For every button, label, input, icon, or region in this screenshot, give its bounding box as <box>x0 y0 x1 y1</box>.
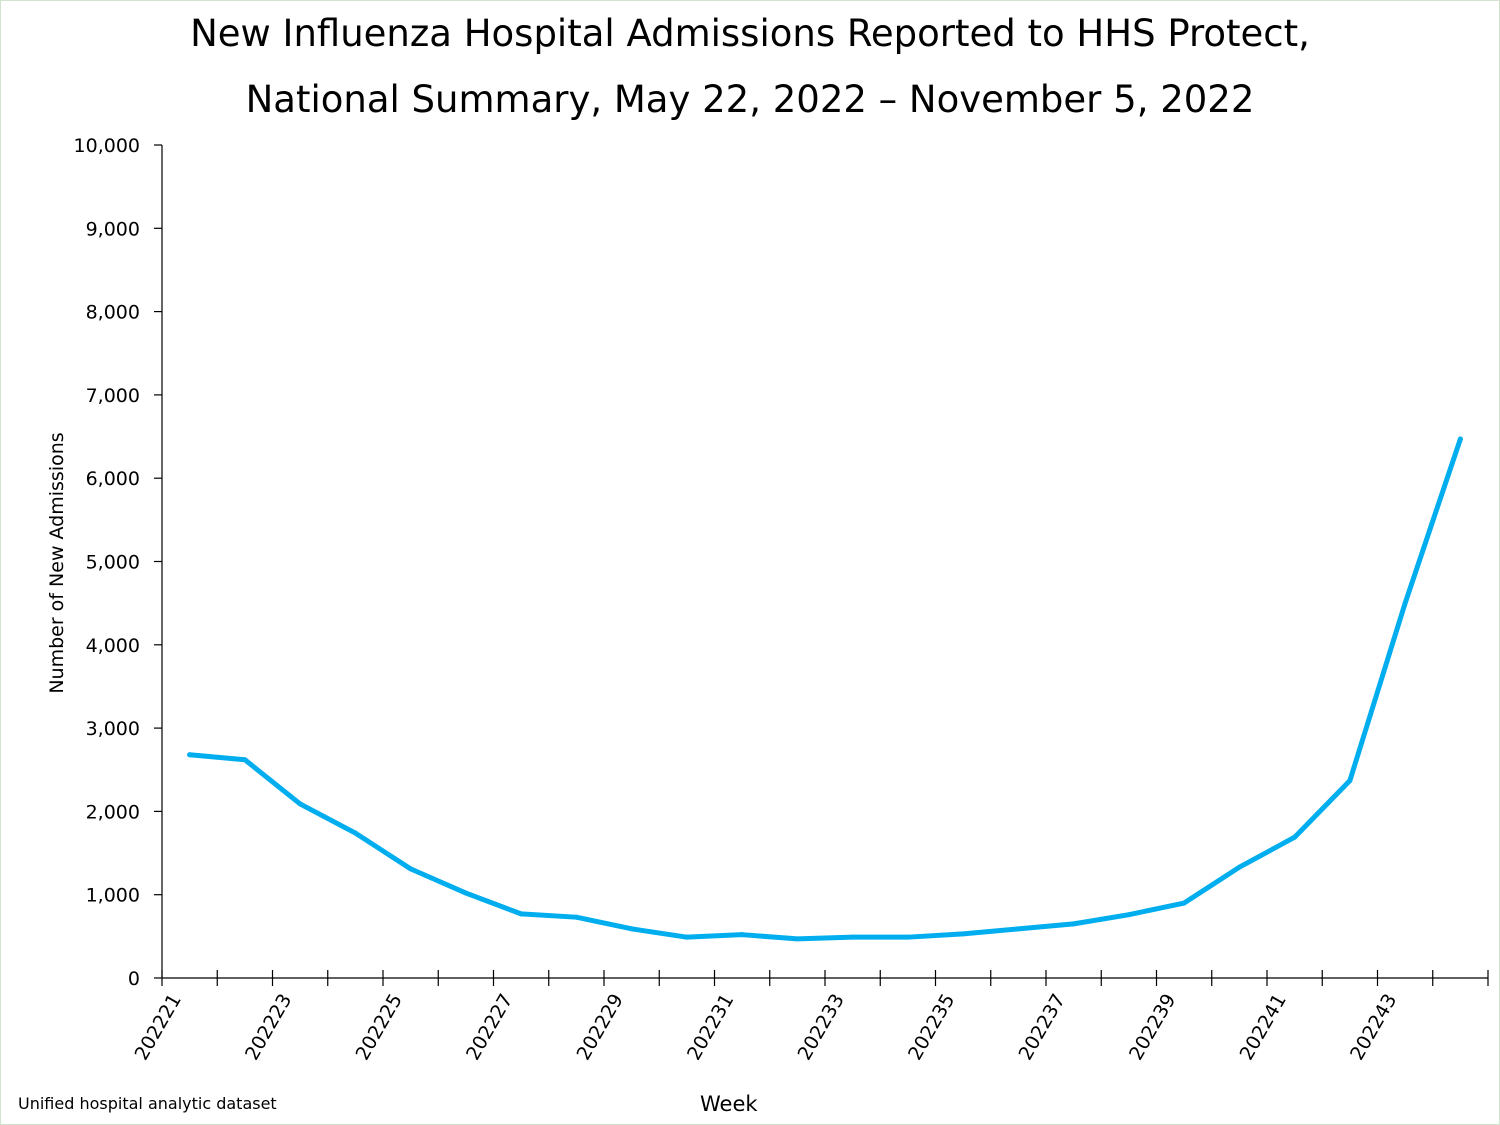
x-tick-label: 202241 <box>1236 990 1291 1064</box>
y-tick-label: 2,000 <box>86 801 140 823</box>
y-axis-label: Number of New Admissions <box>46 432 68 694</box>
x-tick-label: 202237 <box>1015 990 1070 1064</box>
data-point <box>352 830 358 836</box>
data-point <box>1126 912 1132 918</box>
data-point <box>1071 921 1077 927</box>
data-point <box>629 926 635 932</box>
chart-title: New Influenza Hospital Admissions Report… <box>190 12 1310 55</box>
data-point <box>518 911 524 917</box>
x-tick-label: 202225 <box>352 990 407 1064</box>
data-point <box>960 931 966 937</box>
data-point <box>408 866 414 872</box>
x-tick-label: 202239 <box>1125 990 1180 1064</box>
data-point <box>573 914 579 920</box>
data-point <box>850 934 856 940</box>
x-tick-label: 202231 <box>683 990 738 1064</box>
x-tick-label: 202233 <box>794 990 849 1064</box>
y-tick-label: 1,000 <box>86 885 140 907</box>
data-point <box>794 936 800 942</box>
data-point <box>1347 778 1353 784</box>
x-tick-label: 202243 <box>1346 990 1401 1064</box>
x-tick-label: 202235 <box>904 990 959 1064</box>
data-point <box>905 934 911 940</box>
y-tick-label: 6,000 <box>86 468 140 490</box>
x-tick-label: 202229 <box>573 990 628 1064</box>
data-point <box>684 934 690 940</box>
data-point <box>1292 834 1298 840</box>
y-tick-label: 8,000 <box>86 302 140 324</box>
y-tick-label: 10,000 <box>74 135 140 157</box>
data-point <box>1236 864 1242 870</box>
x-tick-label: 202227 <box>462 990 517 1064</box>
y-tick-label: 7,000 <box>86 385 140 407</box>
y-tick-label: 9,000 <box>86 218 140 240</box>
data-point <box>1402 600 1408 606</box>
series-line <box>187 436 1463 942</box>
data-point <box>297 801 303 807</box>
source-note: Unified hospital analytic dataset <box>18 1094 277 1113</box>
data-point <box>187 752 193 758</box>
x-tick-label: 202223 <box>241 990 296 1064</box>
x-tick-label: 202221 <box>131 990 186 1064</box>
data-point <box>242 757 248 763</box>
data-point <box>739 932 745 938</box>
x-axis-label: Week <box>700 1092 758 1116</box>
y-tick-label: 4,000 <box>86 635 140 657</box>
y-tick-label: 5,000 <box>86 552 140 574</box>
y-tick-label: 0 <box>128 968 140 990</box>
data-point <box>1457 436 1463 442</box>
y-tick-label: 3,000 <box>86 718 140 740</box>
data-point <box>1015 926 1021 932</box>
data-point <box>463 890 469 896</box>
chart-subtitle: National Summary, May 22, 2022 – Novembe… <box>245 78 1255 121</box>
data-point <box>1181 900 1187 906</box>
